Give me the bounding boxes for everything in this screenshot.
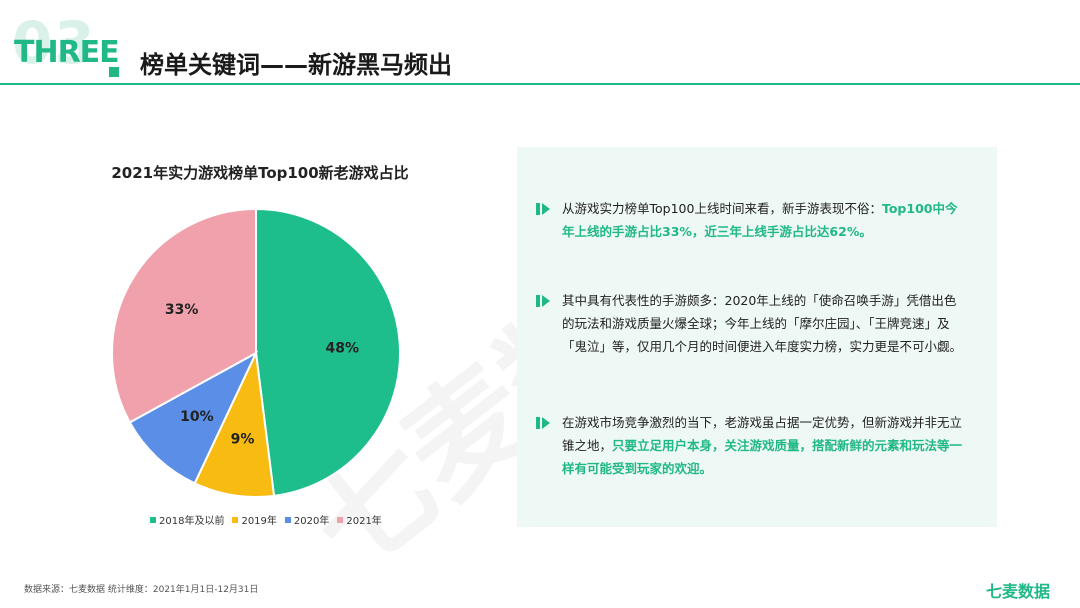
legend-swatch <box>232 516 239 523</box>
bullet-text-2: 其中具有代表性的手游颇多：2020年上线的「使命召唤手游」凭借出色的玩法和游戏质… <box>536 289 966 358</box>
pie-chart: 48% 9% 10% 33% <box>111 207 402 498</box>
legend-item-1: 2018年及以前 <box>150 512 224 527</box>
pie-slice-3 <box>128 350 259 485</box>
legend-label: 2020年 <box>293 516 330 527</box>
bullet-text-segment: 在游戏市场竞争激烈的当下，老游戏虽占据一定优势，但新游戏并非无立锥之地， <box>562 415 963 453</box>
analysis-panel <box>517 147 997 527</box>
legend-swatch <box>284 516 291 523</box>
legend-swatch <box>150 516 156 523</box>
highlighted-text: Top100中今年上线的手游占比33%，近三年上线手游占比达62%。 <box>562 201 958 239</box>
section-number: 03 <box>12 9 97 77</box>
page-title: 榜单关键词——新游黑马频出 <box>140 51 452 79</box>
section-word: THREE <box>14 35 120 70</box>
pie-slice-4 <box>111 207 257 424</box>
pie-slice-2 <box>193 349 276 498</box>
bullet-point-3: 在游戏市场竞争激烈的当下，老游戏虽占据一定优势，但新游戏并非无立锥之地，只要立足… <box>536 411 966 480</box>
chart-title: 2021年实力游戏榜单Top100新老游戏占比 <box>111 164 409 182</box>
header-divider <box>0 83 1080 85</box>
legend-item-4: 2021年 <box>337 512 382 527</box>
pie-data-label-4: 33% <box>165 302 199 318</box>
bullet-point-2: 其中具有代表性的手游颇多：2020年上线的「使命召唤手游」凭借出色的玩法和游戏质… <box>536 289 966 358</box>
legend-item-3: 2020年 <box>284 512 330 527</box>
pie-data-label-3: 10% <box>180 409 214 425</box>
highlighted-text: 只要立足用户本身，关注游戏质量，搭配新鲜的元素和玩法等一样有可能受到玩家的欢迎。 <box>562 438 963 476</box>
data-source-note: 数据来源：七麦数据 统计维度：2021年1月1日-12月31日 <box>24 585 259 595</box>
pie-data-label-1: 48% <box>325 341 359 357</box>
pie-data-label-2: 9% <box>231 431 255 447</box>
bullet-text-segment: 从游戏实力榜单Top100上线时间来看，新手游表现不俗： <box>562 201 882 216</box>
brand-logo-text: 七麦数据 <box>986 582 1051 601</box>
legend-label: 2019年 <box>241 516 277 527</box>
bullet-text-3: 在游戏市场竞争激烈的当下，老游戏虽占据一定优势，但新游戏并非无立锥之地，只要立足… <box>536 411 966 480</box>
bullet-arrow-icon <box>536 295 550 307</box>
bullet-arrow-icon <box>536 203 550 215</box>
pie-slice-1 <box>255 207 402 497</box>
chart-legend: 2018年及以前 2019年 2020年 2021年 <box>150 512 382 527</box>
bullet-text-1: 从游戏实力榜单Top100上线时间来看，新手游表现不俗：Top100中今年上线的… <box>536 197 966 243</box>
legend-label: 2021年 <box>346 516 382 527</box>
legend-label: 2018年及以前 <box>159 516 225 527</box>
bullet-arrow-icon <box>536 417 550 429</box>
legend-swatch <box>337 516 344 523</box>
section-dot <box>109 67 119 77</box>
bullet-text-segment: 其中具有代表性的手游颇多：2020年上线的「使命召唤手游」凭借出色的玩法和游戏质… <box>562 293 963 354</box>
legend-item-2: 2019年 <box>232 512 277 527</box>
bullet-point-1: 从游戏实力榜单Top100上线时间来看，新手游表现不俗：Top100中今年上线的… <box>536 197 966 243</box>
